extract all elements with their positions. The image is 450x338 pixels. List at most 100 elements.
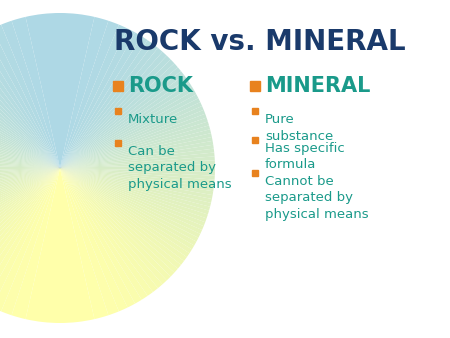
- Wedge shape: [0, 102, 60, 168]
- Wedge shape: [60, 168, 194, 249]
- Text: Mixture: Mixture: [128, 113, 178, 126]
- Text: Pure
substance: Pure substance: [265, 113, 333, 143]
- Wedge shape: [60, 102, 202, 168]
- Wedge shape: [0, 114, 60, 168]
- Wedge shape: [0, 168, 60, 242]
- Wedge shape: [60, 118, 208, 168]
- Wedge shape: [60, 168, 208, 218]
- Wedge shape: [0, 149, 60, 168]
- Wedge shape: [60, 168, 215, 184]
- Wedge shape: [0, 168, 60, 230]
- Wedge shape: [60, 168, 202, 234]
- Wedge shape: [60, 168, 167, 284]
- Wedge shape: [60, 59, 174, 168]
- Wedge shape: [60, 137, 212, 168]
- Wedge shape: [0, 168, 60, 218]
- Wedge shape: [60, 94, 198, 168]
- Wedge shape: [60, 168, 94, 323]
- Wedge shape: [0, 83, 60, 168]
- Wedge shape: [60, 168, 198, 242]
- Wedge shape: [0, 28, 60, 168]
- Wedge shape: [0, 52, 60, 168]
- Wedge shape: [0, 79, 60, 168]
- Wedge shape: [0, 25, 60, 168]
- Wedge shape: [60, 141, 213, 168]
- Wedge shape: [60, 168, 174, 276]
- Wedge shape: [60, 79, 189, 168]
- Wedge shape: [0, 87, 60, 168]
- Text: MINERAL: MINERAL: [265, 76, 370, 96]
- Wedge shape: [0, 32, 60, 168]
- Wedge shape: [60, 98, 200, 168]
- Wedge shape: [0, 168, 60, 257]
- Wedge shape: [60, 168, 158, 292]
- Wedge shape: [0, 36, 60, 168]
- Wedge shape: [0, 118, 60, 168]
- Wedge shape: [0, 168, 60, 211]
- Wedge shape: [60, 106, 204, 168]
- Wedge shape: [0, 56, 60, 168]
- Wedge shape: [0, 168, 60, 203]
- Wedge shape: [60, 145, 214, 168]
- Wedge shape: [0, 59, 60, 168]
- Wedge shape: [60, 67, 181, 168]
- Wedge shape: [0, 168, 60, 311]
- Wedge shape: [0, 168, 60, 179]
- Wedge shape: [60, 168, 204, 230]
- Wedge shape: [0, 168, 60, 304]
- Wedge shape: [0, 71, 60, 168]
- Wedge shape: [0, 110, 60, 168]
- Wedge shape: [60, 149, 214, 168]
- Wedge shape: [60, 168, 192, 253]
- Wedge shape: [60, 168, 153, 296]
- Text: Can be
separated by
physical means: Can be separated by physical means: [128, 145, 232, 191]
- Wedge shape: [26, 13, 60, 168]
- Wedge shape: [60, 71, 184, 168]
- Wedge shape: [60, 168, 214, 191]
- Text: ROCK vs. MINERAL: ROCK vs. MINERAL: [114, 28, 406, 56]
- Wedge shape: [60, 64, 178, 168]
- Wedge shape: [0, 168, 60, 265]
- Wedge shape: [0, 121, 60, 168]
- Wedge shape: [60, 168, 207, 222]
- Wedge shape: [0, 106, 60, 168]
- Wedge shape: [0, 168, 60, 288]
- Wedge shape: [0, 168, 60, 273]
- Wedge shape: [0, 94, 60, 168]
- Wedge shape: [0, 168, 60, 238]
- Wedge shape: [0, 168, 60, 292]
- Wedge shape: [60, 83, 192, 168]
- Wedge shape: [26, 168, 60, 323]
- Wedge shape: [0, 168, 60, 269]
- Wedge shape: [0, 137, 60, 168]
- Wedge shape: [60, 168, 215, 172]
- Wedge shape: [0, 168, 60, 195]
- Wedge shape: [60, 168, 135, 308]
- Wedge shape: [0, 168, 60, 276]
- Wedge shape: [0, 168, 60, 284]
- Wedge shape: [60, 168, 196, 245]
- Wedge shape: [60, 160, 215, 168]
- Text: ROCK: ROCK: [128, 76, 193, 96]
- Wedge shape: [60, 168, 171, 281]
- Wedge shape: [0, 168, 60, 187]
- Wedge shape: [60, 75, 187, 168]
- Wedge shape: [60, 152, 215, 168]
- Wedge shape: [60, 168, 119, 315]
- Wedge shape: [60, 125, 210, 168]
- Wedge shape: [60, 168, 209, 215]
- Wedge shape: [60, 32, 142, 168]
- Wedge shape: [60, 168, 212, 203]
- Wedge shape: [60, 168, 162, 288]
- Wedge shape: [0, 133, 60, 168]
- Wedge shape: [60, 168, 148, 300]
- Wedge shape: [60, 13, 94, 168]
- Wedge shape: [0, 168, 60, 281]
- Wedge shape: [0, 168, 60, 172]
- Wedge shape: [0, 98, 60, 168]
- Wedge shape: [60, 25, 127, 168]
- Text: Cannot be
separated by
physical means: Cannot be separated by physical means: [265, 175, 369, 221]
- Wedge shape: [0, 168, 60, 184]
- Wedge shape: [60, 164, 215, 168]
- Wedge shape: [60, 168, 184, 265]
